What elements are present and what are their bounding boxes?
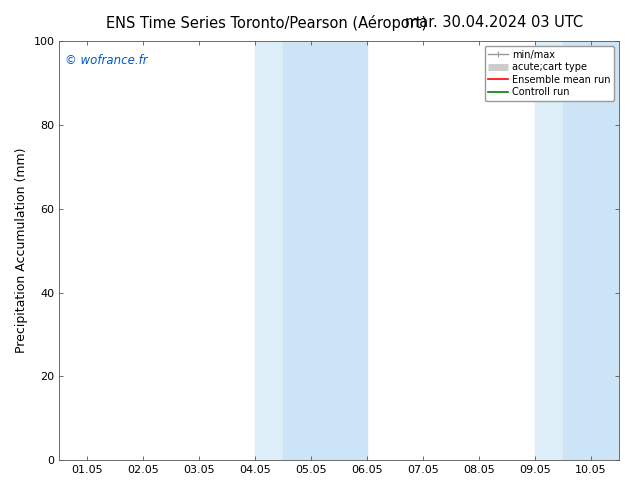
Bar	[256, 41, 283, 460]
Bar	[563, 41, 634, 460]
Y-axis label: Precipitation Accumulation (mm): Precipitation Accumulation (mm)	[15, 148, 28, 353]
Legend: min/max, acute;cart type, Ensemble mean run, Controll run: min/max, acute;cart type, Ensemble mean …	[484, 46, 614, 101]
Text: mar. 30.04.2024 03 UTC: mar. 30.04.2024 03 UTC	[406, 15, 583, 30]
Text: © wofrance.fr: © wofrance.fr	[65, 53, 148, 67]
Bar	[535, 41, 563, 460]
Bar	[283, 41, 367, 460]
Text: ENS Time Series Toronto/Pearson (Aéroport): ENS Time Series Toronto/Pearson (Aéropor…	[106, 15, 427, 31]
